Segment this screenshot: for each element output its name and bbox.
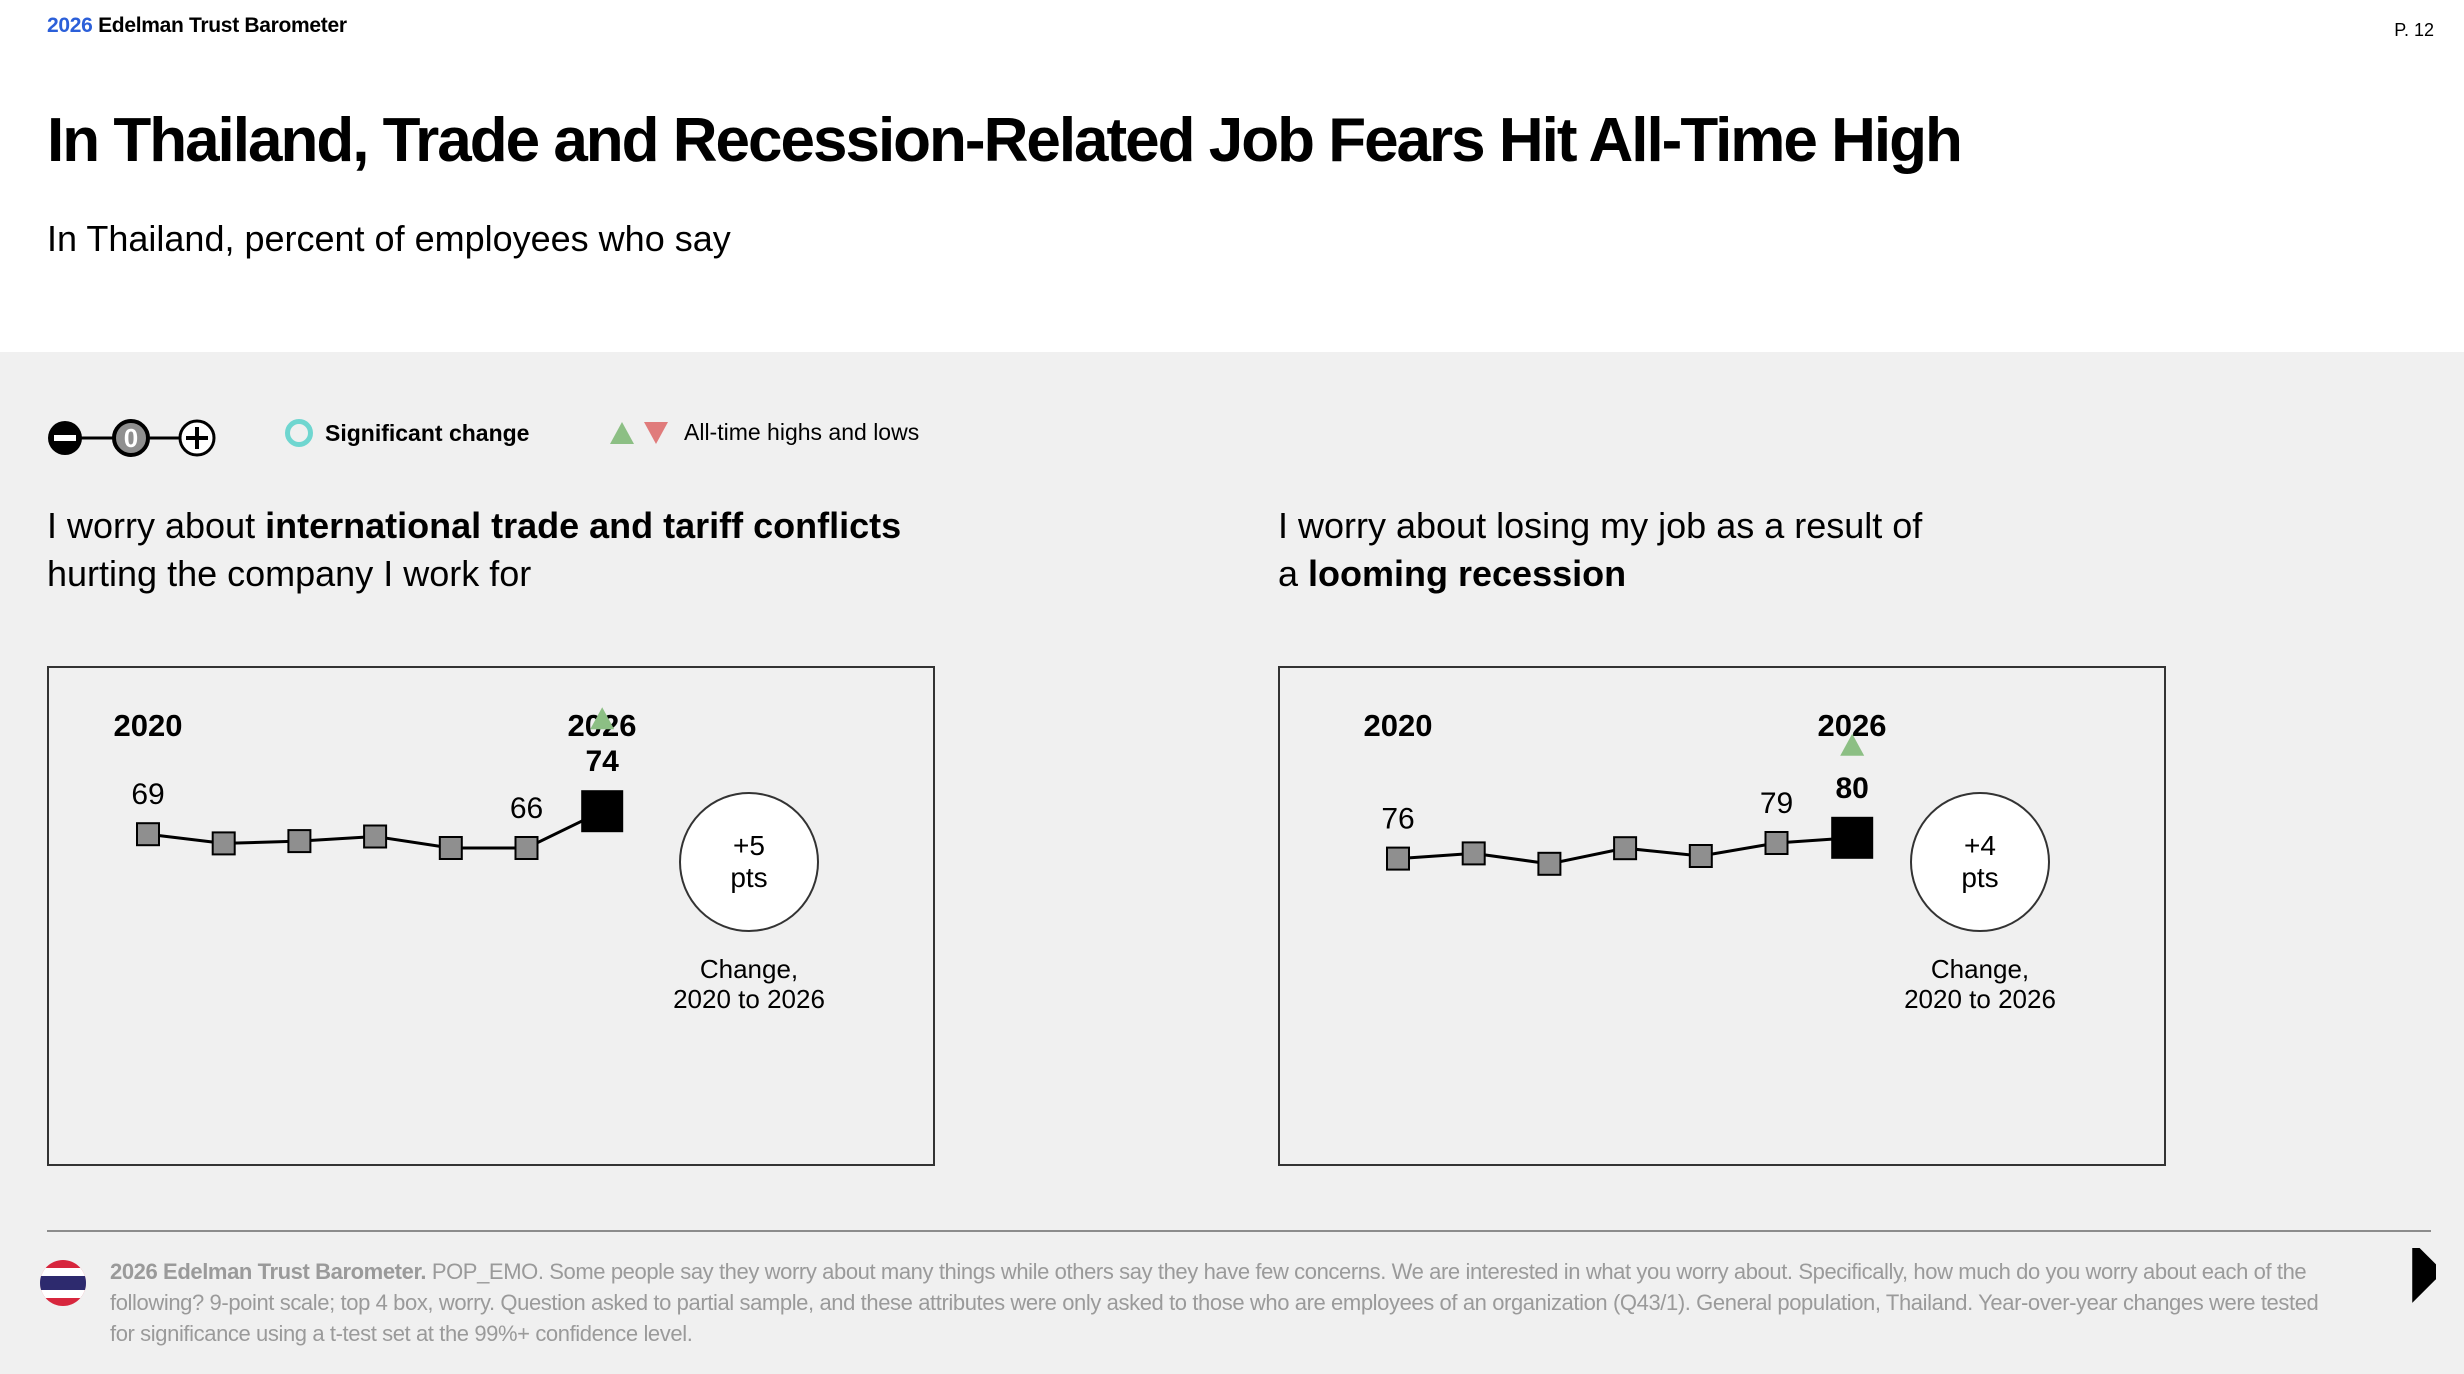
current-year-marker (1831, 816, 1874, 859)
trend-line-chart: 69 66 74 (131, 707, 624, 860)
change-circle: +4 pts (1910, 792, 2050, 932)
footer-divider (47, 1230, 2431, 1232)
data-point-marker (514, 836, 539, 860)
legend-significant: Significant change (285, 419, 529, 447)
data-label: 66 (510, 792, 543, 825)
chart-panel-recession: 2020 2026 76 79 80 +4 pts Change, 2020 to … (1278, 666, 2166, 1166)
data-label: 76 (1381, 803, 1414, 836)
data-point-marker (1537, 851, 1562, 876)
data-point-marker (1688, 844, 1713, 868)
triangle-up-icon (610, 421, 634, 444)
data-label: 79 (1760, 787, 1793, 820)
data-point-marker (1386, 846, 1410, 871)
data-label: 69 (131, 778, 164, 811)
all-time-high-icon (590, 707, 615, 730)
data-point-marker (1461, 841, 1486, 866)
data-point-marker (287, 829, 312, 854)
header-area (0, 0, 2464, 352)
data-point-marker (1764, 831, 1789, 855)
footnote: 2026 Edelman Trust Barometer. POP_EMO. S… (110, 1259, 2319, 1346)
change-scale-icon: 0 (48, 419, 216, 457)
start-year-label: 2020 (113, 708, 183, 743)
change-label: Change, 2020 to 2026 (1904, 954, 2056, 1014)
page-title: In Thailand, Trade and Recession-Related… (47, 106, 1963, 175)
current-year-marker (581, 790, 624, 833)
triangle-down-icon (644, 421, 668, 444)
start-year-label: 2020 (1363, 708, 1433, 743)
page-subtitle: In Thailand, percent of employees who sa… (47, 218, 731, 259)
data-label: 80 (1836, 772, 1869, 805)
data-label: 74 (586, 745, 620, 778)
next-arrow-icon[interactable] (2380, 1248, 2436, 1304)
significant-ring-icon (285, 419, 313, 447)
scale-neutral-label: 0 (124, 423, 138, 453)
question-1: I worry about international trade and ta… (47, 505, 902, 594)
data-point-marker (438, 836, 463, 860)
change-label: Change, 2020 to 2026 (673, 954, 825, 1014)
legend-highs-lows: All-time highs and lows (610, 419, 919, 446)
data-point-marker (1613, 836, 1638, 861)
change-circle: +5 pts (679, 792, 819, 932)
trend-line-chart: 76 79 80 (1381, 733, 1874, 876)
brand-logo: 2026 Edelman Trust Barometer (47, 14, 347, 37)
data-point-marker (136, 822, 160, 847)
page-number: P. 12 (2394, 20, 2434, 40)
data-point-marker (363, 824, 388, 849)
data-point-marker (211, 831, 236, 856)
thailand-flag-icon (40, 1260, 86, 1306)
question-2: I worry about losing my job as a result … (1278, 505, 1923, 594)
all-time-high-icon (1840, 733, 1865, 756)
